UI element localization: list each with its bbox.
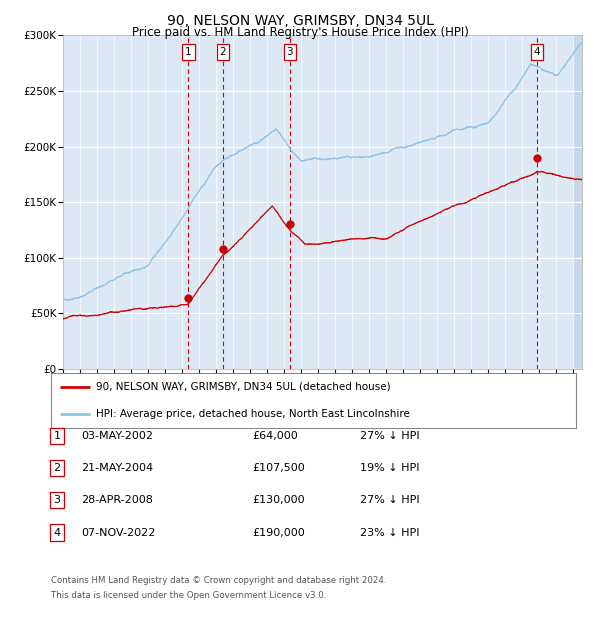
Text: 3: 3	[287, 47, 293, 57]
Text: 90, NELSON WAY, GRIMSBY, DN34 5UL: 90, NELSON WAY, GRIMSBY, DN34 5UL	[167, 14, 433, 28]
Text: This data is licensed under the Open Government Licence v3.0.: This data is licensed under the Open Gov…	[51, 591, 326, 600]
Text: 1: 1	[53, 431, 61, 441]
Text: 28-APR-2008: 28-APR-2008	[81, 495, 153, 505]
Text: £190,000: £190,000	[252, 528, 305, 538]
Text: £64,000: £64,000	[252, 431, 298, 441]
Bar	[574, 35, 582, 369]
Text: 21-MAY-2004: 21-MAY-2004	[81, 463, 153, 473]
Text: 4: 4	[533, 47, 540, 57]
Text: 2: 2	[53, 463, 61, 473]
Text: 3: 3	[53, 495, 61, 505]
Text: £107,500: £107,500	[252, 463, 305, 473]
Text: 27% ↓ HPI: 27% ↓ HPI	[360, 495, 419, 505]
Text: 23% ↓ HPI: 23% ↓ HPI	[360, 528, 419, 538]
Text: 03-MAY-2002: 03-MAY-2002	[81, 431, 153, 441]
Text: 07-NOV-2022: 07-NOV-2022	[81, 528, 155, 538]
Text: 2: 2	[220, 47, 226, 57]
Text: 90, NELSON WAY, GRIMSBY, DN34 5UL (detached house): 90, NELSON WAY, GRIMSBY, DN34 5UL (detac…	[95, 382, 390, 392]
Text: Contains HM Land Registry data © Crown copyright and database right 2024.: Contains HM Land Registry data © Crown c…	[51, 576, 386, 585]
Text: 1: 1	[185, 47, 192, 57]
Text: HPI: Average price, detached house, North East Lincolnshire: HPI: Average price, detached house, Nort…	[95, 409, 409, 419]
Text: 4: 4	[53, 528, 61, 538]
Text: 19% ↓ HPI: 19% ↓ HPI	[360, 463, 419, 473]
Text: Price paid vs. HM Land Registry's House Price Index (HPI): Price paid vs. HM Land Registry's House …	[131, 26, 469, 39]
Text: £130,000: £130,000	[252, 495, 305, 505]
Text: 27% ↓ HPI: 27% ↓ HPI	[360, 431, 419, 441]
